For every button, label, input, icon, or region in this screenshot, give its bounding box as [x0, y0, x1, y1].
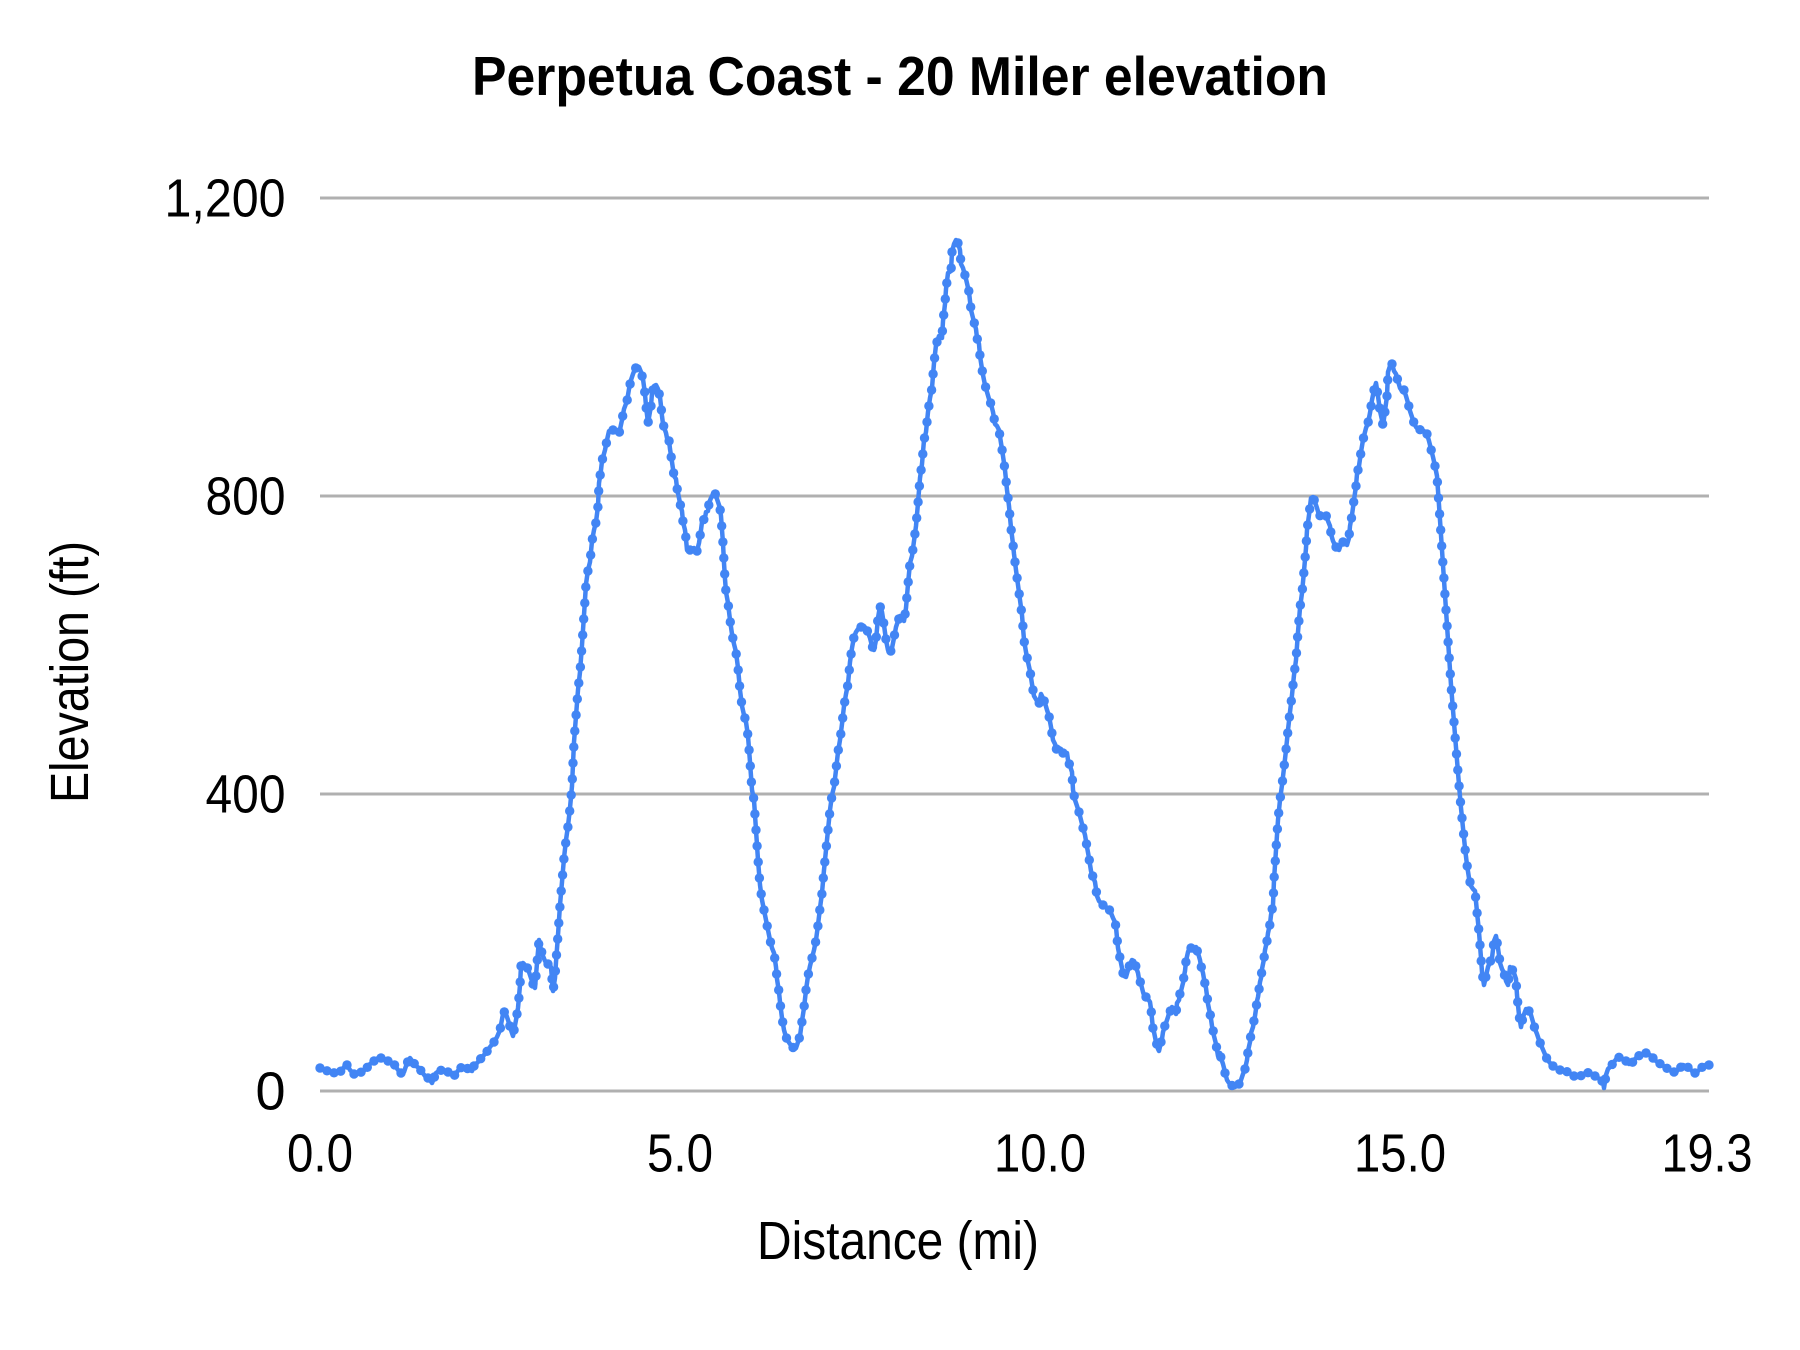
svg-text:800: 800 [206, 467, 286, 527]
svg-text:10.0: 10.0 [994, 1124, 1086, 1184]
svg-text:Elevation (ft): Elevation (ft) [40, 541, 100, 803]
svg-text:0: 0 [255, 1062, 285, 1122]
svg-text:5.0: 5.0 [647, 1124, 713, 1184]
svg-text:15.0: 15.0 [1354, 1124, 1446, 1184]
svg-text:Distance (mi): Distance (mi) [757, 1211, 1039, 1271]
svg-text:400: 400 [206, 765, 286, 825]
svg-text:0.0: 0.0 [287, 1124, 353, 1184]
svg-text:19.3: 19.3 [1662, 1124, 1753, 1184]
svg-text:Perpetua Coast - 20 Miler elev: Perpetua Coast - 20 Miler elevation [472, 45, 1328, 107]
svg-text:1,200: 1,200 [165, 169, 286, 229]
